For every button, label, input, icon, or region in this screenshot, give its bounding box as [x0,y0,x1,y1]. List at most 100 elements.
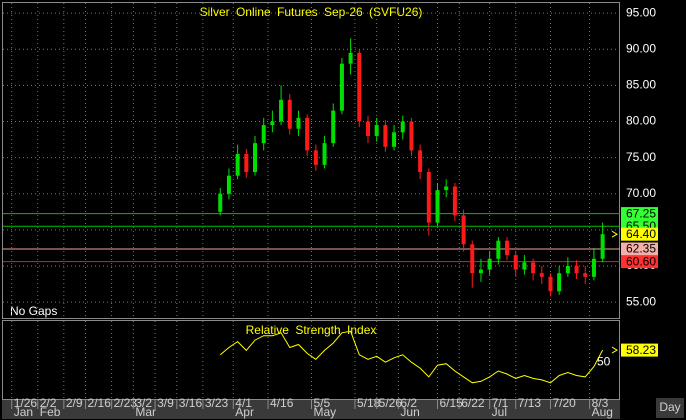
candle-body [505,240,510,256]
candle-body [261,125,266,144]
candle-body [600,234,605,259]
candle-body [305,117,310,151]
level-label: 60.60 [626,254,656,268]
candle-body [496,240,501,259]
candle-body [435,190,440,223]
candle-body [548,276,553,292]
candle-body [296,117,301,129]
candle-body [287,99,292,129]
y-tick-label: 85.00 [626,78,656,92]
candle-body [235,153,240,176]
x-tick-label: 4/1 [235,396,252,410]
month-label: Jan [14,405,33,419]
x-tick-label: 6/22 [461,396,485,410]
y-tick-label: 75.00 [626,150,656,164]
x-tick-label: 3/2 [135,396,152,410]
candle-body [270,121,275,126]
last-price-marker [611,230,618,238]
candle-body [591,258,596,277]
x-tick-label: 2/16 [88,396,112,410]
chart-title: Silver Online Futures Sep-26 (SVFU26) [200,5,423,19]
rsi-marker [611,346,618,354]
period-label: Day [659,400,680,414]
candle-body [331,110,336,144]
candle-body [279,99,284,122]
x-tick-label: 7/13 [518,396,542,410]
x-tick-label: 2/9 [66,396,83,410]
candle-body [531,262,536,274]
candle-body [513,255,518,270]
candle-body [365,121,370,136]
x-tick-label: 8/3 [592,396,609,410]
candle-body [226,175,231,194]
month-label: Apr [235,405,254,419]
x-tick-label: 7/20 [552,396,576,410]
rsi-label: 58.23 [626,343,656,357]
candle-body [244,153,249,173]
candle-body [426,172,431,223]
candle-body [522,262,527,270]
x-tick-label: 2/2 [40,396,57,410]
x-tick-label: 1/26 [14,396,38,410]
level-label-bg [621,227,658,241]
rsi-label-bg [621,343,658,357]
candle-body [357,52,362,122]
price-panel [2,2,620,319]
level-label: 67.25 [626,206,656,220]
month-label: Mar [135,405,156,419]
gap-mode: No Gaps [10,304,57,318]
x-tick-label: 3/23 [205,396,229,410]
candle-body [322,143,327,165]
y-tick-label: 70.00 [626,186,656,200]
candle-body [418,150,423,173]
y-tick-label: 95.00 [626,5,656,19]
x-tick-label: 2/23 [114,396,138,410]
candle-body [339,63,344,111]
date-axis [2,400,620,419]
candle-body [253,143,258,173]
x-tick-label: 7/1 [492,396,509,410]
candle-body [487,258,492,270]
candle-body [383,125,388,147]
level-label: 62.35 [626,242,656,256]
candle-body [452,186,457,216]
month-label: Jul [492,405,507,419]
candle-body [539,273,544,277]
candle-body [392,132,397,147]
x-tick-label: 5/26 [379,396,403,410]
candle-body [374,125,379,136]
candle-body [444,186,449,191]
candle-body [470,244,475,274]
month-label: Feb [40,405,61,419]
candle-body [400,121,405,133]
y-tick-label: 80.00 [626,114,656,128]
indicator-tick-label: 50 [597,354,611,368]
x-tick-label: 3/9 [157,396,174,410]
candle-body [218,193,223,212]
candle-body [409,121,414,151]
month-label: Aug [592,405,613,419]
x-tick-label: 3/16 [179,396,203,410]
candle-body [478,269,483,274]
rsi-line [219,330,604,384]
y-tick-label: 90.00 [626,41,656,55]
candle-body [348,52,353,64]
month-label: Jun [400,405,419,419]
level-label-bg [621,242,658,256]
x-tick-label: 4/16 [270,396,294,410]
period-box [656,398,684,418]
month-label: May [314,405,337,419]
indicator-panel [2,320,620,400]
x-tick-label: 5/18 [357,396,381,410]
x-tick-label: 5/5 [314,396,331,410]
level-label: 64.40 [626,227,656,241]
candle-body [583,273,588,277]
level-label-bg [621,255,658,269]
y-tick-label: 55.00 [626,294,656,308]
candle-body [565,265,570,274]
candle-body [557,273,562,292]
x-tick-label: 6/15 [440,396,464,410]
x-tick-label: 6/2 [400,396,417,410]
